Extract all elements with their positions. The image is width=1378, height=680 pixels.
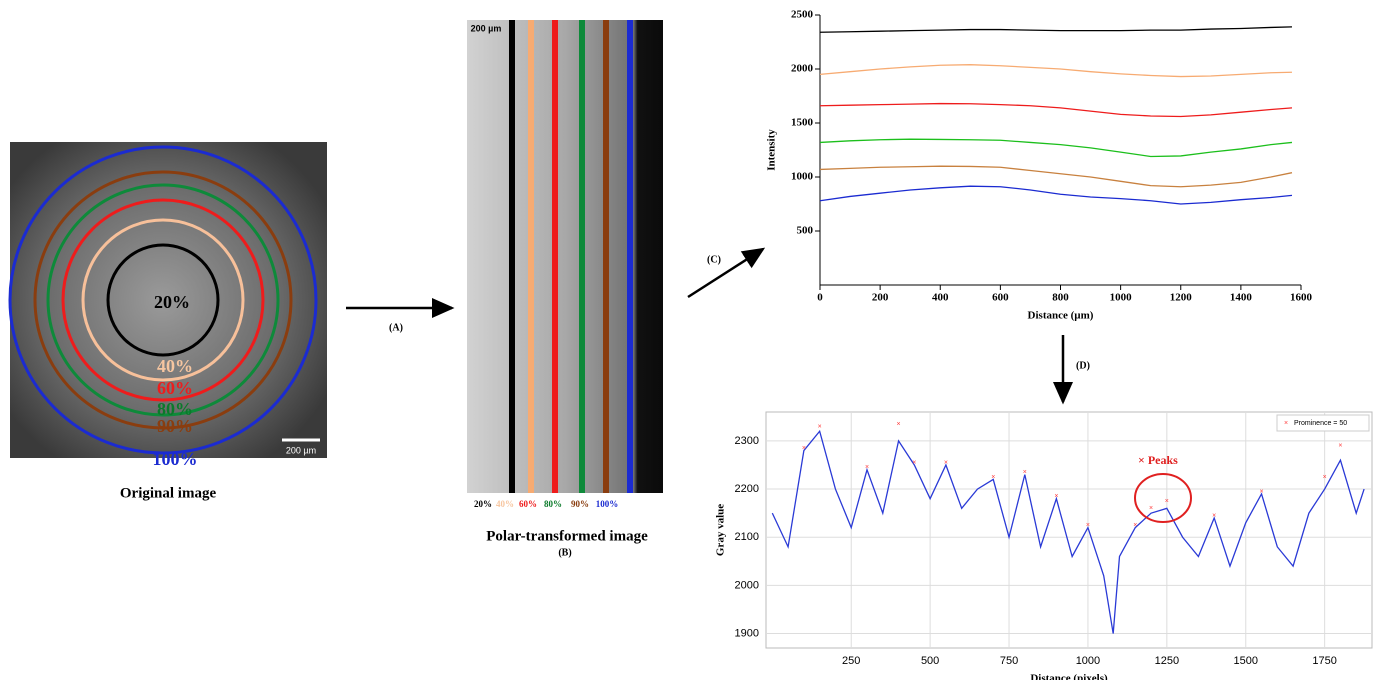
label: (B)	[558, 547, 571, 558]
x-tick-label: 400	[932, 292, 949, 304]
y-tick-label: 1500	[791, 117, 814, 129]
peak: ×	[991, 474, 995, 481]
series-line	[819, 102, 1293, 118]
polar-image	[467, 20, 663, 493]
y-tick-label: 2100	[735, 531, 759, 543]
peak: ×	[818, 423, 822, 430]
polar-label: 60%	[519, 499, 537, 509]
ring-label: 80%	[157, 399, 193, 419]
x-tick-label: 1200	[1170, 292, 1193, 304]
legend-marker: ×	[1284, 420, 1288, 427]
series-line	[819, 64, 1292, 78]
arrow	[687, 247, 766, 299]
series-line	[819, 165, 1293, 188]
series-line	[819, 138, 1293, 158]
y-tick-label: 2300	[735, 435, 759, 447]
polar-label: 80%	[544, 499, 562, 509]
x-tick-label: 1400	[1230, 292, 1253, 304]
polar-line	[528, 20, 534, 493]
highlight	[1134, 473, 1192, 523]
ring	[81, 218, 245, 382]
label: (C)	[707, 254, 721, 265]
x-tick-label: 1250	[1155, 655, 1179, 667]
polar-line	[509, 20, 515, 493]
polar-line	[627, 20, 633, 493]
peak: ×	[1023, 469, 1027, 476]
x-tick-label: 1750	[1312, 655, 1336, 667]
ring-label: 100%	[153, 449, 198, 469]
series-line	[819, 26, 1292, 33]
y-tick-label: 2000	[791, 63, 814, 75]
ring	[46, 183, 280, 417]
polar-line	[579, 20, 585, 493]
peak: ×	[1149, 505, 1153, 512]
peak: ×	[1338, 443, 1342, 450]
y-tick-label: 500	[797, 225, 814, 237]
x-tick-label: 600	[992, 292, 1009, 304]
ring	[8, 145, 318, 455]
y-axis-label: Gray value	[715, 504, 727, 556]
peak: ×	[1133, 522, 1137, 529]
x-tick-label: 1000	[1110, 292, 1133, 304]
x-tick-label: 250	[842, 655, 860, 667]
ring-label: 40%	[157, 356, 193, 376]
peak: ×	[897, 421, 901, 428]
scale-label: 200 µm	[286, 445, 316, 455]
polar-line	[552, 20, 558, 493]
x-axis-label: Distance (pixels)	[1030, 673, 1108, 680]
peak: ×	[944, 459, 948, 466]
ring-label: 20%	[154, 292, 190, 312]
peak: ×	[1054, 493, 1058, 500]
scale-label: 200 µm	[471, 23, 502, 33]
x-tick-label: 1600	[1290, 292, 1313, 304]
label: (D)	[1076, 360, 1090, 371]
polar-label: 100%	[596, 499, 619, 509]
peak: ×	[1323, 474, 1327, 481]
caption: Polar-transformed image	[486, 528, 648, 544]
peak: ×	[865, 464, 869, 471]
legend-label: Prominence = 50	[1294, 420, 1347, 427]
ring-label: 60%	[157, 378, 193, 398]
ring-label: 90%	[157, 416, 193, 436]
polar-label: 40%	[496, 499, 514, 509]
series-line	[771, 429, 1365, 634]
x-tick-label: 1500	[1234, 655, 1258, 667]
ring	[33, 170, 293, 430]
y-tick-label: 2200	[735, 483, 759, 495]
x-tick-label: 200	[872, 292, 889, 304]
x-axis-label: Distance (µm)	[1028, 310, 1094, 322]
y-axis-label: Intensity	[766, 129, 778, 171]
polar-label: 90%	[571, 499, 589, 509]
series-line	[819, 185, 1293, 205]
x-tick-label: 500	[921, 655, 939, 667]
peak: ×	[1212, 512, 1216, 519]
caption: Original image	[120, 485, 217, 501]
x-tick-label: 800	[1052, 292, 1069, 304]
y-tick-label: 1000	[791, 171, 814, 183]
y-tick-label: 2500	[791, 9, 814, 21]
peak: ×	[1259, 488, 1263, 495]
ring	[61, 198, 265, 402]
polar-line	[603, 20, 609, 493]
peak: ×	[1086, 522, 1090, 529]
annotation: × Peaks	[1138, 453, 1178, 467]
y-tick-label: 1900	[735, 627, 759, 639]
plot-frame	[765, 411, 1373, 649]
peak: ×	[802, 445, 806, 452]
x-tick-label: 0	[817, 292, 823, 304]
x-tick-label: 1000	[1076, 655, 1100, 667]
peak: ×	[912, 459, 916, 466]
polar-label: 20%	[474, 499, 492, 509]
y-tick-label: 2000	[735, 579, 759, 591]
legend-box	[1276, 414, 1370, 432]
peak: ×	[1165, 498, 1169, 505]
label: (A)	[389, 322, 403, 333]
ring	[106, 243, 220, 357]
x-tick-label: 750	[1000, 655, 1018, 667]
